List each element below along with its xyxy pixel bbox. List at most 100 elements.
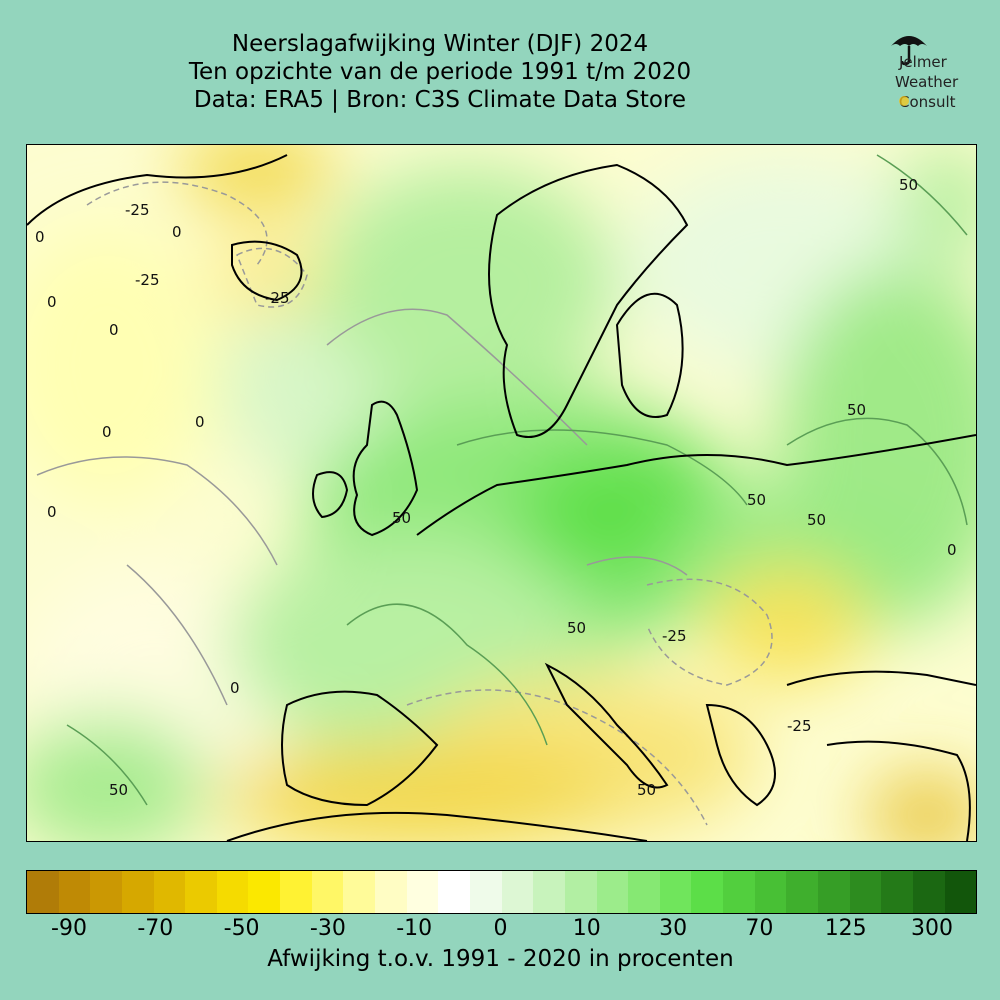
colorbar-segment xyxy=(216,871,249,913)
contour-label: -25 xyxy=(787,717,812,735)
greece-coast xyxy=(705,703,776,807)
contour-positive xyxy=(346,603,548,746)
brand-logo: Jelmer Weather Consult xyxy=(885,30,985,115)
colorbar-segment xyxy=(438,871,470,913)
colorbar-segment xyxy=(27,871,59,913)
logo-line-3: Consult xyxy=(899,93,956,111)
contour-label: -25 xyxy=(265,289,290,307)
contour-labels: 50 50 50 50 50 50 50 50 -25 -25 -25 -25 … xyxy=(35,176,957,799)
contour-label: 0 xyxy=(230,679,240,697)
colorbar-segment xyxy=(343,871,376,913)
colorbar-segment xyxy=(185,871,217,913)
colorbar-segment xyxy=(818,871,850,913)
colorbar-tick-label: 30 xyxy=(659,916,688,941)
black-sea-coast xyxy=(786,670,976,686)
colorbar-segment xyxy=(849,871,882,913)
north-europe-coast xyxy=(416,434,976,536)
title-line-2: Ten opzichte van de periode 1991 t/m 202… xyxy=(188,59,692,85)
colorbar-tick-label: -90 xyxy=(51,916,87,941)
logo-line-2: Weather xyxy=(895,73,959,91)
colorbar-segment xyxy=(912,871,945,913)
contour-label: 50 xyxy=(899,176,918,194)
great-britain-coast xyxy=(352,400,419,537)
contour-positive xyxy=(876,154,968,236)
colorbar-segment xyxy=(564,871,597,913)
colorbar-segment xyxy=(533,871,565,913)
contour-label: 50 xyxy=(847,401,866,419)
contour-positive xyxy=(66,724,148,806)
contour-zero xyxy=(326,308,588,446)
contour-zero xyxy=(36,456,278,566)
colorbar-tick-label: 300 xyxy=(911,916,953,941)
contour-negative xyxy=(86,181,268,266)
contour-label: 0 xyxy=(109,321,119,339)
contour-label: 50 xyxy=(747,491,766,509)
contour-label: 0 xyxy=(47,293,57,311)
colorbar-tick-label: 10 xyxy=(572,916,601,941)
colorbar-segment xyxy=(248,871,281,913)
contour-zero xyxy=(126,564,228,706)
contour-label: 50 xyxy=(109,781,128,799)
finland-coast xyxy=(615,292,684,418)
colorbar-segment xyxy=(469,871,502,913)
colorbar-segment xyxy=(659,871,692,913)
contour-label: 0 xyxy=(102,423,112,441)
colorbar-segment xyxy=(280,871,312,913)
contour-label: 0 xyxy=(35,228,45,246)
contour-label: 50 xyxy=(567,619,586,637)
contour-label: -25 xyxy=(662,627,687,645)
colorbar-segment xyxy=(311,871,344,913)
colorbar-segment xyxy=(501,871,534,913)
colorbar-tick-label: -30 xyxy=(309,916,346,941)
title-line-3: Data: ERA5 | Bron: C3S Climate Data Stor… xyxy=(193,87,687,113)
italy-coast xyxy=(544,662,669,789)
precipitation-anomaly-map: 50 50 50 50 50 50 50 50 -25 -25 -25 -25 … xyxy=(26,144,977,842)
colorbar-segment xyxy=(881,871,913,913)
colorbar-tick-label: -50 xyxy=(223,916,260,941)
iberia-coast xyxy=(281,690,439,807)
ireland-coast xyxy=(312,471,349,519)
colorbar-segment xyxy=(691,871,724,913)
colorbar-segment xyxy=(786,871,819,913)
contour-negative xyxy=(646,578,773,686)
colorbar-segment xyxy=(723,871,755,913)
greenland-coast xyxy=(27,154,288,226)
colorbar-ticks: -90 -70 -50 -30 -10 0 10 30 70 125 300 xyxy=(26,916,975,946)
contour-label: -25 xyxy=(125,201,150,219)
sun-icon xyxy=(899,96,909,106)
contour-label: 0 xyxy=(195,413,205,431)
colorbar-segment xyxy=(90,871,122,913)
colorbar-tick-label: 125 xyxy=(824,916,867,941)
colorbar-segment xyxy=(596,871,629,913)
colorbar-segment xyxy=(58,871,91,913)
colorbar-segment xyxy=(153,871,186,913)
contour-label: 50 xyxy=(392,509,411,527)
coastlines xyxy=(27,154,976,841)
contour-negative xyxy=(236,247,308,308)
colorbar xyxy=(26,870,977,914)
north-africa-coast xyxy=(226,811,648,841)
chart-title: Neerslagafwijking Winter (DJF) 2024 Ten … xyxy=(140,30,740,114)
contour-lines xyxy=(36,154,968,826)
scandinavia-coast xyxy=(488,163,689,438)
colorbar-tick-label: 70 xyxy=(745,916,774,941)
colorbar-segment xyxy=(375,871,407,913)
colorbar-label: Afwijking t.o.v. 1991 - 2020 in procente… xyxy=(267,946,734,972)
contour-label: 50 xyxy=(807,511,826,529)
contour-positive xyxy=(456,429,748,506)
colorbar-segment xyxy=(754,871,787,913)
colorbar-tick-label: 0 xyxy=(493,916,508,941)
contour-zero xyxy=(586,556,688,576)
colorbar-segment xyxy=(121,871,154,913)
title-line-1: Neerslagafwijking Winter (DJF) 2024 xyxy=(231,31,649,57)
iceland-coast xyxy=(231,240,303,302)
logo-line-1: Jelmer xyxy=(899,53,947,71)
map-canvas: 50 50 50 50 50 50 50 50 -25 -25 -25 -25 … xyxy=(27,145,976,841)
colorbar-segment xyxy=(944,871,977,913)
colorbar-segment xyxy=(406,871,439,913)
contour-label: 0 xyxy=(172,223,182,241)
contour-label: -25 xyxy=(135,271,160,289)
contour-label: 0 xyxy=(947,541,957,559)
colorbar-tick-label: -10 xyxy=(396,916,433,941)
turkey-coast xyxy=(826,740,971,841)
